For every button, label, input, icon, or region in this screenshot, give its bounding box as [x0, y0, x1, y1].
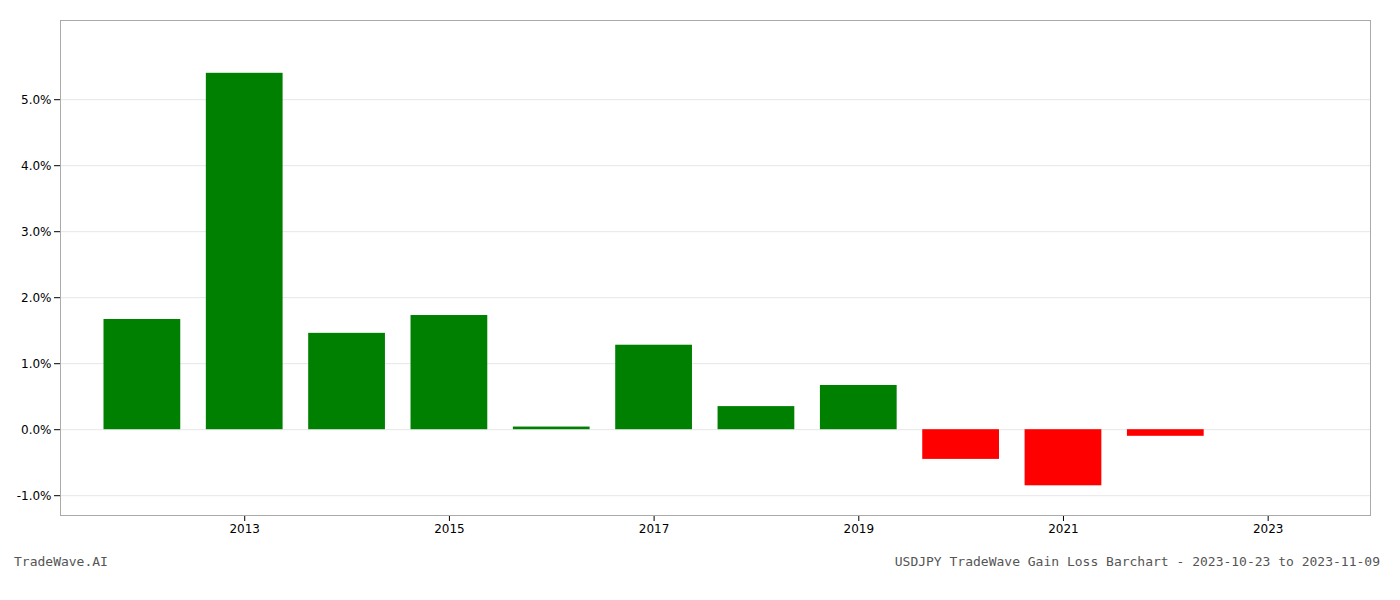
svg-text:4.0%: 4.0%: [21, 159, 52, 173]
svg-text:5.0%: 5.0%: [21, 93, 52, 107]
svg-text:2017: 2017: [639, 522, 670, 536]
svg-text:2013: 2013: [229, 522, 260, 536]
html-text:USDJPY TradeWave Gain Loss Bar: USDJPY TradeWave Gain Loss Barchart - 20…: [894, 554, 1380, 569]
svg-text:-1.0%: -1.0%: [17, 489, 52, 503]
svg-text:2.0%: 2.0%: [21, 291, 52, 305]
svg-text:0.0%: 0.0%: [21, 423, 52, 437]
svg-text:2023: 2023: [1253, 522, 1284, 536]
svg-text:2019: 2019: [844, 522, 875, 536]
svg-text:1.0%: 1.0%: [21, 357, 52, 371]
html-text:TradeWave.AI: TradeWave.AI: [14, 554, 108, 569]
svg-text:2015: 2015: [434, 522, 465, 536]
svg-text:3.0%: 3.0%: [21, 225, 52, 239]
svg-text:2021: 2021: [1048, 522, 1079, 536]
